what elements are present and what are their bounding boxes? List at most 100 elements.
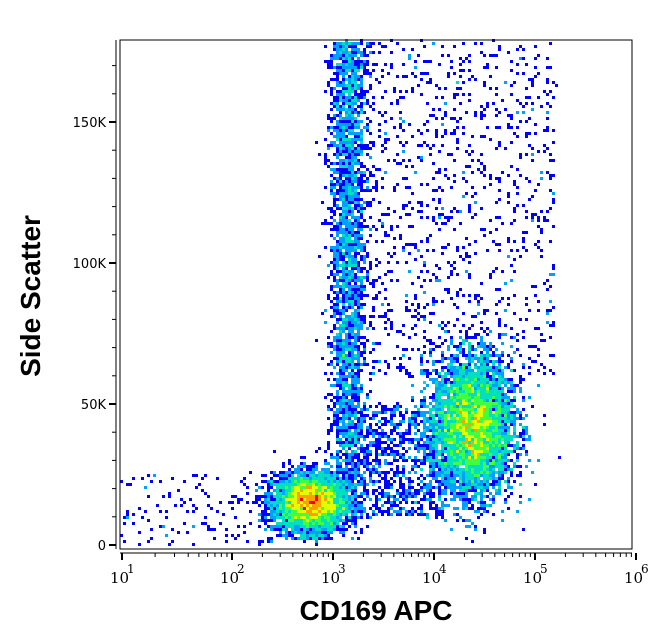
density-cell [351,141,354,144]
density-cell [309,510,312,513]
density-cell [498,471,501,474]
density-cell [378,462,381,465]
density-cell [507,201,510,204]
density-cell [450,465,453,468]
density-cell [483,174,486,177]
density-cell [411,465,414,468]
density-cell [309,507,312,510]
density-cell [519,45,522,48]
density-cell [330,453,333,456]
density-cell [288,483,291,486]
density-cell [447,483,450,486]
density-cell [330,222,333,225]
density-cell [339,528,342,531]
density-cell [432,312,435,315]
density-cell [387,252,390,255]
density-cell [318,534,321,537]
density-cell [480,483,483,486]
density-cell [501,435,504,438]
density-cell [456,318,459,321]
density-cell [462,447,465,450]
density-cell [342,243,345,246]
density-cell [330,192,333,195]
density-cell [294,504,297,507]
density-cell [447,408,450,411]
density-cell [138,507,141,510]
density-cell [537,300,540,303]
density-cell [285,537,288,540]
density-cell [357,330,360,333]
density-cell [474,444,477,447]
density-cell [471,477,474,480]
density-cell [342,498,345,501]
density-cell [354,312,357,315]
density-cell [339,354,342,357]
density-cell [435,378,438,381]
density-cell [420,435,423,438]
density-cell [426,183,429,186]
density-cell [360,216,363,219]
density-cell [495,459,498,462]
density-cell [456,93,459,96]
density-cell [339,117,342,120]
density-cell [459,462,462,465]
density-cell [375,423,378,426]
density-cell [489,330,492,333]
density-cell [378,51,381,54]
density-cell [354,177,357,180]
density-cell [363,447,366,450]
density-cell [357,495,360,498]
density-cell [330,249,333,252]
density-cell [324,513,327,516]
density-cell [474,420,477,423]
density-cell [516,126,519,129]
density-cell [168,492,171,495]
density-cell [516,339,519,342]
density-cell [396,489,399,492]
density-cell [324,60,327,63]
density-cell [489,465,492,468]
density-cell [306,522,309,525]
density-cell [348,444,351,447]
density-cell [483,312,486,315]
density-cell [363,93,366,96]
density-cell [330,57,333,60]
density-cell [441,432,444,435]
density-cell [441,423,444,426]
density-cell [411,303,414,306]
density-cell [357,222,360,225]
density-cell [351,399,354,402]
density-cell [531,285,534,288]
density-cell [351,426,354,429]
density-cell [357,132,360,135]
density-cell [405,459,408,462]
density-cell [207,525,210,528]
density-cell [375,489,378,492]
density-cell [423,405,426,408]
density-cell [441,405,444,408]
density-cell [519,174,522,177]
density-cell [330,465,333,468]
density-cell [450,117,453,120]
density-cell [420,444,423,447]
density-cell [366,279,369,282]
density-cell [372,69,375,72]
density-cell [336,522,339,525]
density-cell [444,357,447,360]
density-cell [336,57,339,60]
density-cell [405,498,408,501]
density-cell [246,486,249,489]
density-cell [312,471,315,474]
density-cell [366,69,369,72]
density-cell [339,402,342,405]
density-cell [432,273,435,276]
density-cell [363,363,366,366]
density-cell [546,81,549,84]
density-cell [333,471,336,474]
density-cell [342,258,345,261]
density-cell [510,84,513,87]
density-cell [279,525,282,528]
density-cell [333,186,336,189]
density-cell [462,450,465,453]
density-cell [369,141,372,144]
